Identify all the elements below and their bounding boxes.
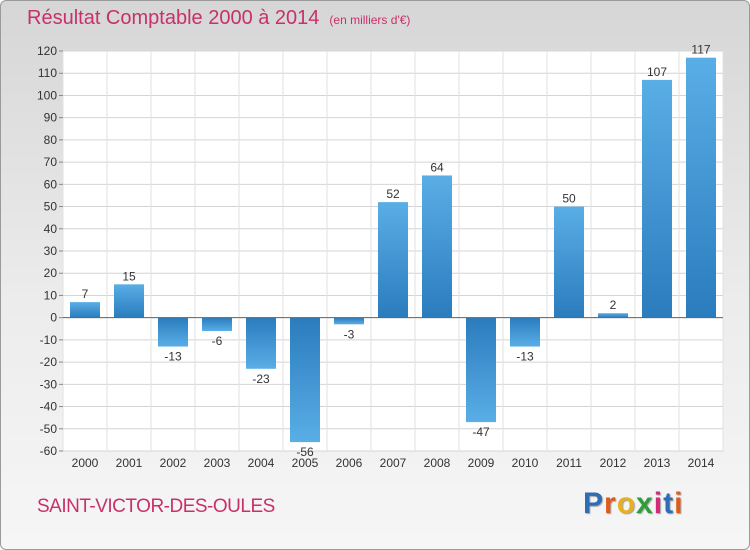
y-tick-label: 50 (44, 200, 58, 214)
x-tick-label-2005: 2005 (292, 456, 319, 470)
y-tick-label: -30 (40, 377, 58, 391)
bar-2003 (202, 317, 232, 331)
y-tick-label: 90 (44, 111, 58, 125)
proxiti-logo: Proxiti (583, 487, 683, 521)
y-tick-label: -10 (40, 333, 58, 347)
y-tick-label: 70 (44, 155, 58, 169)
bar-2006 (334, 317, 364, 325)
value-label-2008: 64 (430, 160, 444, 174)
value-label-2005: -56 (296, 445, 314, 459)
chart-title-text: Résultat Comptable 2000 à 2014 (27, 7, 320, 29)
logo-letter: i (674, 487, 684, 520)
value-label-2011: 50 (562, 192, 576, 206)
bar-2009 (466, 317, 496, 423)
value-label-2004: -23 (252, 372, 270, 386)
bar-2011 (554, 206, 584, 318)
value-label-2001: 15 (122, 269, 136, 283)
x-tick-label-2008: 2008 (424, 456, 451, 470)
value-label-2012: 2 (610, 298, 617, 312)
x-tick-label-2013: 2013 (644, 456, 671, 470)
value-label-2007: 52 (386, 187, 400, 201)
bar-2004 (246, 317, 276, 369)
x-tick-label-2002: 2002 (160, 456, 187, 470)
x-tick-label-2000: 2000 (72, 456, 99, 470)
y-tick-label: 110 (38, 66, 57, 80)
value-label-2013: 107 (647, 65, 667, 79)
bar-2005 (290, 317, 320, 443)
value-label-2009: -47 (472, 425, 490, 439)
value-label-2002: -13 (164, 350, 182, 364)
bar-2001 (114, 284, 144, 318)
x-tick-label-2009: 2009 (468, 456, 495, 470)
chart-unit-label: (en milliers d'€) (329, 13, 411, 27)
x-tick-label-2003: 2003 (204, 456, 231, 470)
city-name: SAINT-VICTOR-DES-OULES (37, 496, 275, 517)
x-tick-label-2014: 2014 (688, 456, 715, 470)
value-label-2000: 7 (82, 287, 89, 301)
value-label-2014: 117 (691, 43, 710, 57)
x-tick-label-2001: 2001 (116, 456, 143, 470)
bar-2014 (686, 57, 716, 318)
bar-2000 (70, 302, 100, 318)
y-tick-label: -60 (40, 444, 58, 458)
x-tick-label-2004: 2004 (248, 456, 275, 470)
y-tick-label: 20 (44, 266, 58, 280)
x-tick-label-2006: 2006 (336, 456, 363, 470)
value-label-2003: -6 (212, 334, 223, 348)
chart-title: Résultat Comptable 2000 à 2014 (en millie… (27, 7, 410, 30)
y-tick-label: -40 (40, 400, 58, 414)
y-tick-label: 30 (44, 244, 58, 258)
y-tick-label: 0 (50, 311, 57, 325)
y-tick-label: 120 (37, 44, 57, 58)
bar-2013 (642, 79, 672, 318)
bar-2012 (598, 313, 628, 318)
bar-2002 (158, 317, 188, 347)
x-tick-label-2012: 2012 (600, 456, 627, 470)
x-tick-label-2011: 2011 (556, 456, 582, 470)
logo-letter: o (616, 487, 637, 520)
y-tick-label: 60 (44, 177, 58, 191)
y-tick-label: -20 (40, 355, 58, 369)
x-tick-label-2007: 2007 (380, 456, 407, 470)
x-tick-label-2010: 2010 (512, 456, 539, 470)
logo-letter: i (653, 487, 664, 520)
bar-2008 (422, 175, 452, 318)
value-label-2010: -13 (516, 350, 534, 364)
y-tick-label: 100 (37, 88, 57, 102)
y-tick-label: 40 (44, 222, 58, 236)
bar-2010 (510, 317, 540, 347)
logo-letter: r (604, 487, 617, 520)
logo-letter: P (583, 487, 605, 520)
y-tick-label: 80 (44, 133, 58, 147)
bar-2007 (378, 202, 408, 318)
value-label-2006: -3 (344, 327, 355, 341)
y-tick-label: -50 (40, 422, 58, 436)
y-tick-label: 10 (44, 288, 58, 302)
logo-letter: x (636, 487, 654, 520)
logo-letter: t (663, 487, 675, 520)
